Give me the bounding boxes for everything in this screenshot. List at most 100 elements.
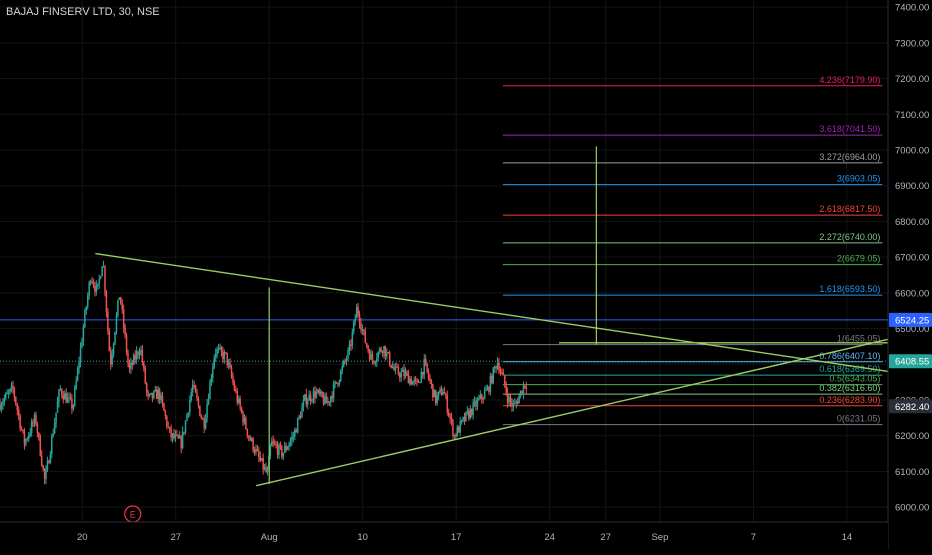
price-badge-label: 6282.40	[895, 402, 929, 413]
candle-body	[286, 447, 289, 450]
candle-body	[436, 395, 438, 404]
candle-body	[354, 318, 356, 322]
candle-body	[187, 412, 190, 415]
candle-body	[115, 315, 118, 333]
candle-body	[216, 349, 218, 354]
candle-body	[105, 292, 108, 312]
candle-body	[108, 330, 111, 352]
candle-body	[437, 391, 440, 396]
candle-body	[511, 402, 513, 407]
candle-body	[368, 351, 371, 360]
candle-body	[102, 266, 105, 268]
candle-body	[445, 393, 447, 396]
lower-trendline	[255, 338, 889, 487]
time-tick-label: 14	[842, 532, 853, 543]
candle-body	[499, 371, 502, 373]
candle-body	[275, 444, 277, 447]
candle-body	[25, 439, 27, 445]
candle-body	[516, 401, 519, 404]
candle-body	[222, 351, 224, 360]
candle-body	[315, 391, 318, 398]
candle-body	[220, 347, 223, 352]
candle-body	[353, 321, 355, 332]
fib-level-label: 3(6903.05)	[837, 174, 881, 184]
candle-body	[194, 385, 197, 393]
candle-body	[347, 349, 349, 359]
candle-body	[226, 352, 228, 365]
candle-body	[158, 389, 161, 401]
price-badge	[889, 312, 932, 327]
candle-body	[168, 426, 171, 430]
candle-body	[232, 376, 234, 383]
candle-body	[170, 429, 172, 438]
candle-body	[269, 446, 272, 456]
time-axis-background	[0, 522, 888, 550]
candle-body	[455, 435, 457, 437]
price-tick-label: 7200.00	[895, 74, 929, 85]
candle-body	[62, 395, 65, 400]
candle-body	[361, 329, 364, 331]
candle-body	[317, 389, 319, 392]
candle-body	[525, 386, 528, 390]
price-badge-label: 6524.25	[895, 315, 929, 326]
candle-body	[137, 351, 139, 355]
candle-body	[39, 436, 42, 456]
candle-body	[242, 412, 244, 423]
fib-level-label: 0.618(6369.50)	[819, 364, 880, 374]
candle-body	[278, 444, 280, 455]
time-tick-label: 10	[357, 532, 368, 543]
candle-body	[124, 327, 126, 336]
candle-body	[256, 448, 259, 451]
candle-body	[423, 359, 425, 375]
candle-body	[403, 369, 405, 377]
candle-body	[151, 392, 154, 399]
candle-body	[196, 392, 198, 399]
candle-body	[457, 426, 460, 433]
candle-body	[433, 390, 436, 398]
price-badge	[889, 354, 932, 369]
candle-body	[360, 323, 362, 330]
candle-body	[230, 367, 233, 377]
candle-body	[377, 352, 379, 359]
candle-body	[30, 422, 33, 433]
candle-body	[348, 344, 351, 350]
candle-body	[501, 372, 503, 374]
candle-body	[86, 295, 89, 307]
candle-body	[240, 407, 243, 413]
candle-body	[460, 419, 463, 422]
candle-body	[163, 403, 165, 411]
candle-body	[135, 351, 138, 360]
candle-body	[223, 352, 226, 360]
fib-level-label: 0(6231.05)	[837, 414, 881, 424]
candle-body	[341, 366, 344, 371]
candle-body	[279, 444, 282, 447]
candle-body	[128, 363, 131, 369]
candle-body	[294, 429, 296, 437]
candle-body	[505, 385, 507, 393]
fib-level-label: 3.272(6964.00)	[819, 152, 880, 162]
candle-body	[235, 389, 237, 392]
candle-body	[396, 366, 398, 368]
fib-level-label: 0.236(6283.90)	[819, 395, 880, 405]
candle-body	[125, 335, 128, 353]
candle-body	[245, 417, 247, 429]
candle-body	[20, 428, 23, 430]
candle-body	[322, 396, 325, 404]
candle-body	[61, 389, 63, 396]
candle-body	[10, 385, 13, 389]
candle-body	[243, 417, 246, 423]
candle-body	[0, 405, 3, 410]
candle-body	[259, 456, 262, 461]
candle-body	[52, 433, 54, 437]
candle-body	[7, 391, 10, 394]
candle-body	[472, 402, 474, 416]
candle-body	[283, 446, 286, 453]
candle-body	[282, 452, 285, 457]
candle-body	[299, 415, 302, 418]
candle-body	[289, 440, 292, 445]
candle-body	[202, 418, 204, 420]
candles	[0, 260, 528, 485]
candle-body	[3, 398, 6, 403]
